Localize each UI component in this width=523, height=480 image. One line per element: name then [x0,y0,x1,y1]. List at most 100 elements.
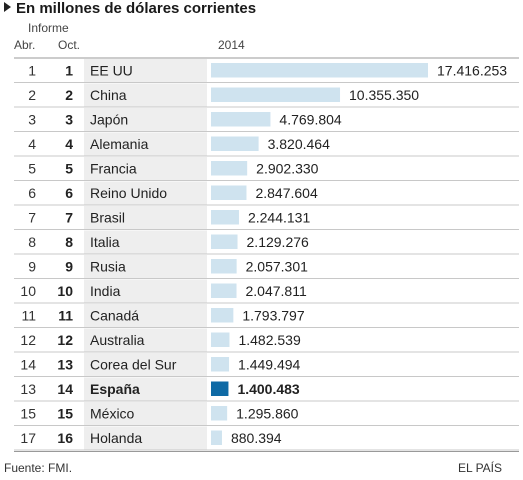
rank-abr: 15 [20,405,36,421]
bar [211,87,341,102]
rank-oct: 2 [65,87,73,103]
rank-abr: 9 [28,258,36,274]
value-label: 1.295.860 [236,405,298,421]
bar [211,63,428,78]
country-name: Reino Unido [90,185,167,201]
country-name: Rusia [90,258,126,274]
rank-abr: 5 [28,160,36,176]
country-name: Holanda [90,430,142,446]
rank-abr: 8 [28,234,36,250]
value-label: 1.449.494 [238,356,300,372]
bar [211,259,237,274]
value-label: 880.394 [231,430,282,446]
value-label: 2.129.276 [247,234,309,250]
rank-oct: 15 [57,405,73,421]
country-cell-shade [84,230,207,254]
rank-abr: 17 [20,430,36,446]
country-cell-shade [84,255,207,279]
value-label: 1.482.539 [238,332,300,348]
country-cell-shade [84,402,207,426]
value-label: 2.057.301 [246,258,308,274]
country-cell-shade [84,132,207,156]
rank-oct: 8 [65,234,73,250]
country-name: China [90,87,127,103]
header-year: 2014 [218,38,245,52]
country-cell-shade [84,353,207,377]
rank-oct: 16 [57,430,73,446]
country-cell-shade [84,279,207,303]
rank-oct: 5 [65,160,73,176]
value-label: 2.047.811 [246,283,307,299]
bar [211,136,259,151]
value-label: 10.355.350 [349,87,419,103]
rank-abr: 7 [28,209,36,225]
rank-abr: 4 [28,136,36,152]
country-name: Alemania [90,136,149,152]
rank-oct: 12 [57,332,73,348]
value-label: 3.820.464 [268,136,330,152]
country-name: Australia [90,332,145,348]
country-name: India [90,283,121,299]
chart-title-text: En millones de dólares corrientes [16,0,257,17]
value-label: 1.793.797 [242,307,304,323]
bar [211,234,238,249]
value-label: 4.769.804 [279,111,341,127]
country-name: México [90,405,135,421]
brand-name: EL PAÍS [458,461,503,475]
source-note: Fuente: FMI. [4,461,73,475]
value-label: 2.244.131 [248,209,310,225]
bar [211,332,230,347]
rank-abr: 13 [20,381,36,397]
triangle-bullet-icon [4,2,11,12]
country-cell-shade [84,83,207,107]
country-cell-shade [84,304,207,328]
country-name: Brasil [90,209,125,225]
rank-oct: 4 [65,136,73,152]
country-name: Canadá [90,307,139,323]
rank-abr: 6 [28,185,36,201]
bar [211,406,228,421]
country-cell-shade [84,157,207,181]
bar [211,357,230,372]
table-bottom-rule [14,451,519,452]
rank-abr: 3 [28,111,36,127]
header-oct: Oct. [58,38,81,52]
rank-abr: 14 [20,356,36,372]
rank-oct: 9 [65,258,73,274]
bar [211,308,234,323]
rank-oct: 14 [57,381,73,397]
rank-oct: 10 [57,283,73,299]
rank-abr: 2 [28,87,36,103]
country-cell-shade [84,59,207,83]
country-cell-shade [84,206,207,230]
rank-oct: 6 [65,185,73,201]
value-label: 2.902.330 [256,160,318,176]
bar [211,430,222,445]
country-name: EE UU [90,62,133,78]
country-name: Japón [90,111,128,127]
bar [211,210,239,225]
country-name: Francia [90,160,137,176]
rank-abr: 12 [20,332,36,348]
rank-abr: 11 [21,307,36,323]
bar [211,185,247,200]
value-label: 1.400.483 [237,381,299,397]
bar [211,112,271,127]
country-cell-shade [84,377,207,401]
country-cell-shade [84,426,207,450]
value-label: 17.416.253 [437,62,507,78]
country-cell-shade [84,108,207,132]
country-name: Corea del Sur [90,356,177,372]
country-name: Italia [90,234,120,250]
country-cell-shade [84,181,207,205]
rank-oct: 11 [58,307,73,323]
value-label: 2.847.604 [255,185,317,201]
chart-title: En millones de dólares corrientes [4,0,256,17]
rank-oct: 13 [57,356,73,372]
rank-abr: 1 [28,62,36,78]
country-cell-shade [84,328,207,352]
rank-abr: 10 [20,283,36,299]
bar [211,283,237,298]
header-informe: Informe [28,21,69,35]
